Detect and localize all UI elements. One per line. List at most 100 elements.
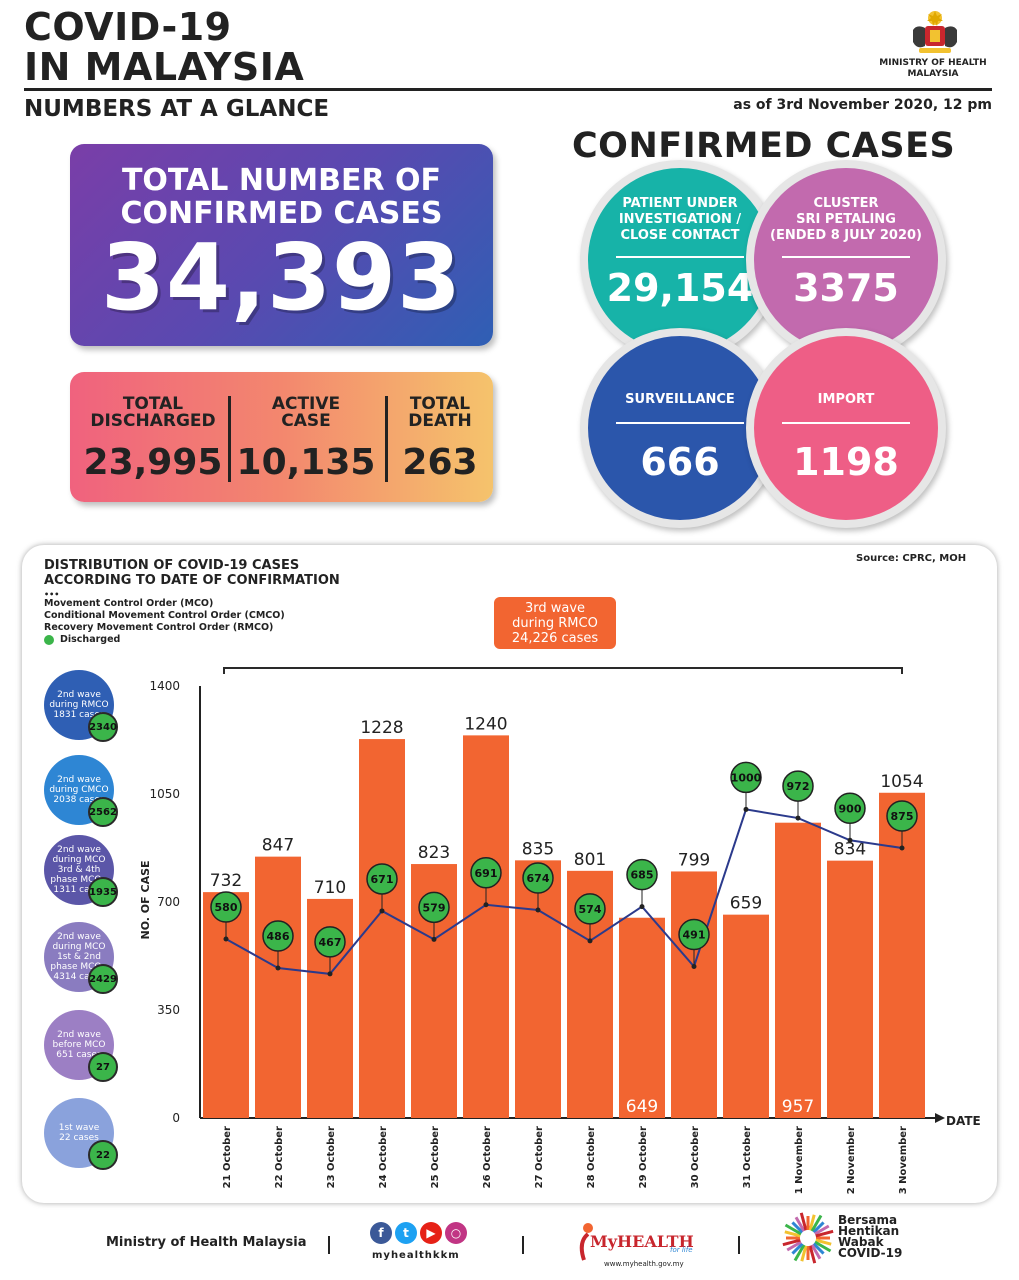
discharged-point — [795, 815, 801, 821]
bar — [723, 914, 769, 1118]
stats-card — [70, 372, 493, 502]
x-tick-label: 2 November — [846, 1126, 857, 1194]
stat-divider — [385, 396, 388, 482]
surveillance-value: 666 — [640, 440, 720, 484]
total-cases-label: TOTAL NUMBER OF CONFIRMED CASES — [120, 163, 443, 231]
wave-bubble-label: 1st wave 22 cases — [58, 1123, 100, 1143]
myhealth-tagline: for life — [670, 1246, 693, 1254]
discharged-marker — [314, 926, 346, 958]
x-tick-label: 24 October — [378, 1126, 389, 1188]
import-divider — [782, 422, 910, 424]
footer-ministry: Ministry of Health Malaysia — [106, 1235, 307, 1250]
wave-bubble-label: 2nd wave during RMCO 1831 cases — [49, 690, 109, 720]
discharged-value-label: 674 — [527, 872, 550, 885]
discharged-marker — [730, 761, 762, 794]
legend-mco: Movement Control Order (MCO) — [44, 598, 214, 609]
bar-value-label: 659 — [730, 894, 762, 914]
discharged-marker — [834, 792, 866, 825]
x-tick-label: 29 October — [638, 1126, 649, 1188]
x-tick-label: 27 October — [534, 1126, 545, 1188]
wave-discharged-badge: 2429 — [88, 964, 118, 994]
y-tick-label: 1050 — [149, 787, 180, 801]
twitter-icon[interactable]: t — [395, 1222, 417, 1244]
discharged-marker — [574, 893, 606, 925]
discharged-value-label: 467 — [319, 936, 342, 949]
burst-ray — [815, 1229, 834, 1238]
y-axis-label: NO. OF CASE — [140, 860, 152, 939]
campaign-burst-icon — [782, 1212, 834, 1264]
x-axis-arrow-icon — [935, 1113, 945, 1123]
discharged-value-label: 685 — [631, 869, 654, 882]
bar — [775, 822, 821, 1118]
wave-discharged-badge: 2562 — [88, 797, 118, 827]
discharged-point — [431, 936, 437, 942]
discharged-value-label: 972 — [787, 780, 810, 793]
discharged-point — [691, 963, 697, 969]
bar-value-label: 957 — [782, 1097, 814, 1117]
total-cases-value: 34,393 — [100, 224, 463, 331]
youtube-icon[interactable]: ▶ — [420, 1222, 442, 1244]
wave-discharged-badge: 2340 — [88, 712, 118, 742]
x-tick-label: 25 October — [430, 1126, 441, 1188]
import-label: IMPORT — [817, 392, 875, 407]
burst-ray — [814, 1240, 832, 1253]
instagram-icon[interactable]: ○ — [445, 1222, 467, 1244]
discharged-value-label: 875 — [891, 810, 914, 823]
discharged-point — [275, 965, 281, 971]
x-axis-label: DATE — [946, 1114, 981, 1128]
burst-ray — [808, 1214, 816, 1231]
discharged-point — [483, 902, 489, 908]
death-value: 263 — [402, 442, 478, 483]
death-label: TOTAL DEATH — [408, 394, 472, 431]
campaign-text: Bersama Hentikan Wabak COVID-19 — [838, 1213, 903, 1260]
discharged-point — [379, 908, 385, 914]
cases-bar-chart: 0 350 700 1050 1400 DATE NO. OF CASE 732 847 710 1… — [140, 667, 981, 1194]
discharged-marker — [418, 891, 450, 924]
coat-of-arms-icon — [913, 11, 957, 53]
third-wave-box: 3rd wave during RMCO 24,226 cases — [494, 597, 616, 649]
myhealth-url: www.myhealth.gov.my — [604, 1260, 684, 1268]
burst-ray — [793, 1244, 806, 1262]
chart-legend: ••• Movement Control Order (MCO) Conditi… — [44, 591, 285, 646]
discharged-label: TOTAL DISCHARGED — [90, 394, 216, 431]
bar-value-label: 732 — [210, 871, 242, 891]
bar — [671, 871, 717, 1118]
bar — [619, 917, 665, 1118]
cluster-label: CLUSTER SRI PETALING (ENDED 8 JULY 2020) — [770, 196, 922, 243]
bar — [463, 735, 509, 1118]
myhealth-figure-icon — [579, 1223, 593, 1261]
burst-ray — [782, 1238, 801, 1247]
burst-ray — [808, 1245, 817, 1264]
footer-divider — [738, 1236, 740, 1254]
discharged-value-label: 671 — [371, 873, 394, 886]
discharged-value-label: 580 — [215, 901, 238, 914]
burst-ray — [799, 1212, 808, 1231]
discharged-line — [225, 808, 903, 975]
burst-ray — [784, 1230, 801, 1238]
x-tick-label: 1 November — [794, 1126, 805, 1194]
facebook-icon[interactable]: f — [370, 1222, 392, 1244]
wave-discharged-badge: 1935 — [88, 877, 118, 907]
page-subtitle: NUMBERS AT A GLANCE — [24, 96, 330, 122]
bar-value-label: 847 — [262, 836, 294, 856]
discharged-marker — [522, 862, 554, 894]
pui-label: PATIENT UNDER INVESTIGATION / CLOSE CONTAC… — [618, 196, 742, 243]
page-title-line2: IN MALAYSIA — [24, 45, 305, 89]
burst-ray — [791, 1242, 804, 1255]
discharged-value-label: 574 — [579, 903, 602, 916]
chart-title: DISTRIBUTION OF COVID-19 CASES ACCORDING… — [44, 558, 340, 588]
pui-divider — [616, 256, 744, 258]
burst-ray — [812, 1242, 825, 1255]
wave-bubble-label: 2nd wave during MCO 3rd & 4th phase MCO -13… — [50, 845, 108, 895]
total-cases-card — [70, 144, 493, 346]
discharged-point — [743, 806, 749, 812]
surveillance-label: SURVEILLANCE — [625, 392, 735, 407]
bar-value-label: 835 — [522, 839, 554, 859]
wave-bracket — [223, 667, 903, 674]
x-tick-label: 30 October — [690, 1126, 701, 1188]
as-of-date: as of 3rd November 2020, 12 pm — [733, 97, 992, 113]
discharged-value-label: 900 — [839, 802, 862, 815]
bar-value-label: 649 — [626, 1097, 658, 1117]
confirmed-cases-title: CONFIRMED CASES — [572, 126, 956, 166]
legend-discharged: Discharged — [44, 634, 285, 646]
